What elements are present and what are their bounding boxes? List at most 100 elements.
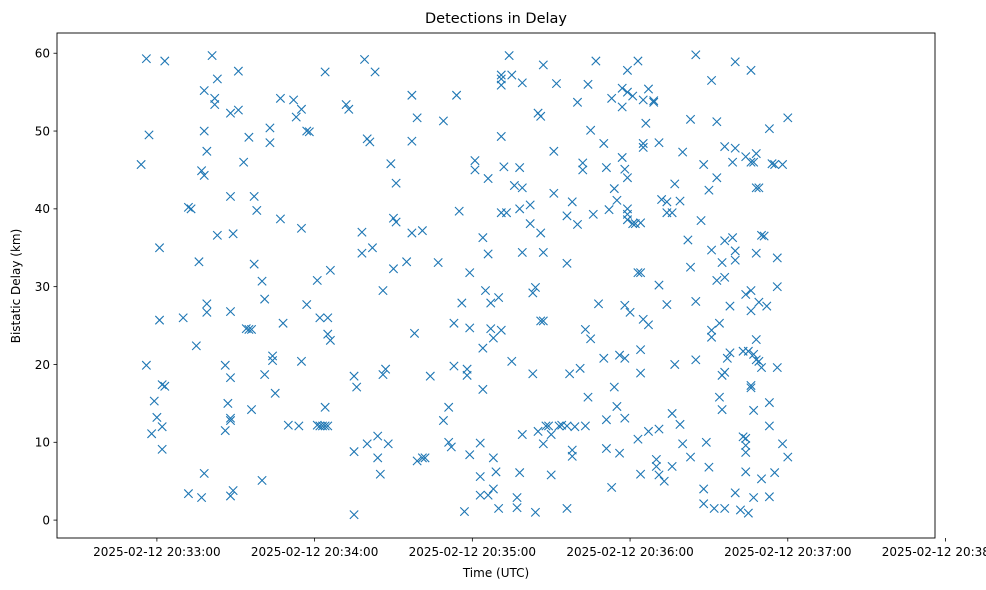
data-point [265, 123, 275, 133]
data-point [470, 165, 480, 175]
data-point [249, 259, 259, 269]
data-point [654, 470, 664, 480]
data-point [730, 488, 740, 498]
data-point [294, 421, 304, 431]
data-point [749, 405, 759, 415]
data-point [764, 124, 774, 134]
data-point [649, 97, 659, 107]
data-point [220, 426, 230, 436]
data-point [670, 359, 680, 370]
data-point [635, 469, 646, 479]
data-point [675, 196, 685, 206]
data-point [444, 402, 454, 412]
data-point [160, 56, 170, 66]
data-point [730, 255, 740, 265]
data-point [457, 298, 467, 308]
data-point [777, 439, 788, 449]
data-point [302, 299, 312, 310]
data-point [738, 432, 748, 442]
data-point [762, 301, 772, 311]
data-point [720, 142, 730, 152]
data-point [727, 233, 738, 243]
data-point [617, 102, 627, 112]
data-point [312, 275, 322, 286]
data-point [720, 236, 730, 246]
data-point [667, 208, 677, 218]
data-point [407, 228, 417, 238]
data-point [651, 454, 661, 464]
data-point [228, 229, 238, 239]
data-point [267, 355, 278, 366]
data-point [638, 142, 648, 152]
data-point [593, 299, 604, 309]
data-point [144, 130, 154, 140]
data-point [714, 318, 725, 328]
data-point [764, 492, 774, 502]
x-tick-label: 2025-02-12 20:33:00 [93, 545, 220, 559]
data-point [147, 429, 157, 439]
data-point [349, 371, 359, 381]
data-point [727, 157, 738, 167]
data-point [370, 67, 380, 77]
data-point [325, 265, 335, 275]
data-point [496, 70, 506, 80]
data-point [654, 138, 664, 148]
data-point [257, 475, 267, 486]
data-point [565, 369, 575, 379]
data-point [562, 421, 572, 431]
data-point [751, 248, 761, 258]
data-point [706, 75, 717, 86]
data-point [588, 209, 598, 219]
data-point [323, 313, 333, 323]
data-point [651, 461, 661, 472]
data-point [706, 332, 717, 342]
data-point [635, 368, 646, 378]
data-point [662, 197, 672, 207]
data-point [670, 179, 680, 189]
data-point [478, 384, 488, 394]
data-point [488, 453, 498, 463]
data-point [388, 213, 399, 223]
data-point [601, 443, 611, 454]
data-point [438, 116, 449, 126]
data-point [622, 215, 633, 225]
data-point [249, 191, 259, 201]
data-point [470, 156, 480, 166]
data-point [315, 313, 325, 323]
data-point [633, 268, 643, 278]
data-point [562, 211, 572, 221]
data-point [772, 363, 782, 373]
data-point [349, 510, 359, 520]
data-point [746, 380, 756, 391]
data-point [373, 431, 383, 441]
data-point [741, 289, 751, 300]
data-point [649, 96, 659, 106]
data-point [633, 434, 643, 444]
data-point [622, 65, 633, 75]
data-point [759, 231, 769, 241]
data-point [496, 131, 506, 142]
data-point [225, 373, 236, 383]
data-point [567, 197, 577, 207]
data-point [257, 276, 267, 286]
data-point [541, 421, 551, 431]
data-point [546, 470, 556, 480]
data-point [478, 233, 488, 243]
data-point [391, 217, 401, 227]
data-point [267, 351, 278, 361]
data-point [509, 180, 519, 191]
data-point [402, 257, 412, 267]
data-point [749, 157, 759, 167]
data-point [507, 70, 517, 80]
data-point [767, 159, 777, 169]
data-point [743, 508, 753, 518]
data-point [562, 258, 572, 268]
data-point [572, 219, 583, 230]
data-point [685, 262, 696, 272]
data-point [365, 137, 375, 147]
data-point [152, 412, 162, 422]
data-point [246, 324, 257, 335]
y-tick-label: 20 [35, 358, 50, 372]
data-point [507, 356, 517, 366]
